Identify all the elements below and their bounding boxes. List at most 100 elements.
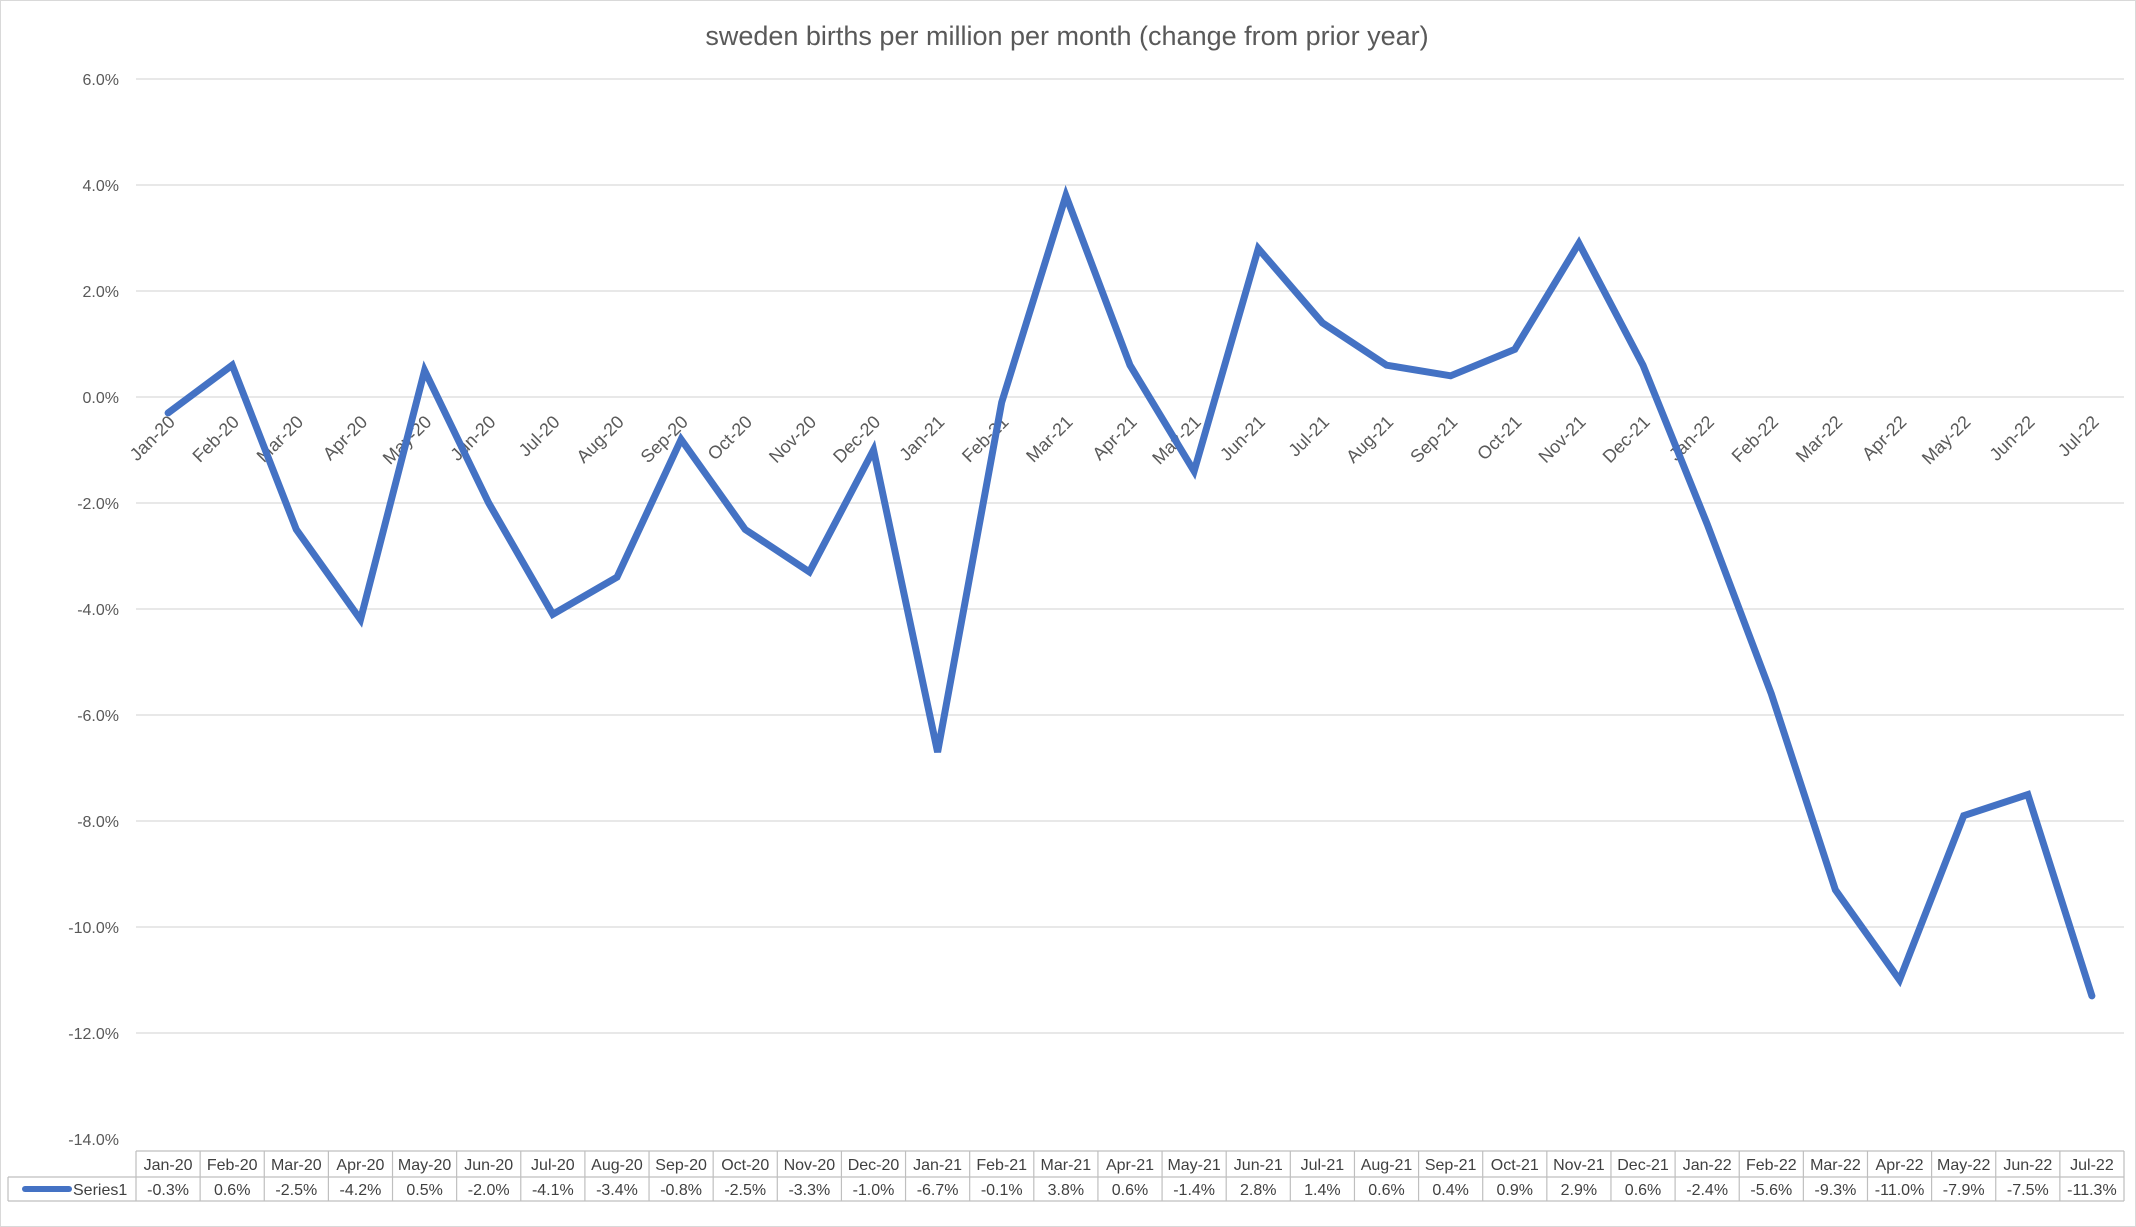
data-label: -5.6% [1750,1182,1792,1199]
x-tick-label: Nov-21 [1535,412,1590,467]
table-header-cell: Sep-21 [1425,1157,1477,1174]
x-tick-label: Nov-20 [765,412,820,467]
data-label: 0.6% [1112,1182,1148,1199]
table-header-cell: Jul-20 [531,1157,575,1174]
x-tick-label: Sep-21 [1406,412,1461,467]
table-header-cell: Jan-21 [913,1157,962,1174]
table-header-cell: May-20 [398,1157,451,1174]
x-tick-label: Jan-21 [895,412,948,465]
x-tick-label: Apr-20 [319,412,371,464]
data-label: -7.9% [1943,1182,1985,1199]
table-header-cell: Apr-20 [336,1157,384,1174]
data-label: 1.4% [1304,1182,1340,1199]
y-tick-label: -10.0% [68,920,119,937]
table-header-cell: Jun-22 [2003,1157,2052,1174]
data-label: -3.3% [788,1182,830,1199]
x-tick-label: Aug-20 [573,412,628,467]
gridlines [136,78,2124,1034]
table-header-cell: Oct-21 [1491,1157,1539,1174]
y-tick-label: -14.0% [68,1132,119,1149]
table-header-cell: Nov-21 [1553,1157,1605,1174]
data-label: 2.8% [1240,1182,1276,1199]
x-tick-label: Mar-21 [1022,412,1076,466]
y-tick-label: -6.0% [77,708,119,725]
data-table: Jan-20 Feb-20 Mar-20 Apr-20 May-20 Jun-20 Jul-… [7,1150,2125,1202]
x-tick-label: Feb-20 [189,412,243,466]
table-header-cell: Jan-20 [144,1157,193,1174]
y-axis-tick-labels: 6.0% 4.0% 2.0% 0.0% -2.0% -4.0% -6.0% -8.0% -10.… [68,72,119,1149]
table-header-cell: Feb-22 [1746,1157,1797,1174]
data-label: -2.4% [1686,1182,1728,1199]
y-tick-label: 4.0% [83,178,119,195]
y-tick-label: -4.0% [77,602,119,619]
legend-series-name: Series1 [73,1182,127,1199]
x-tick-label: Oct-20 [704,412,756,464]
series-line [164,184,2096,1000]
table-header-cell: Apr-21 [1106,1157,1154,1174]
data-label: -1.4% [1173,1182,1215,1199]
data-label: -3.4% [596,1182,638,1199]
data-label: -4.2% [340,1182,382,1199]
x-tick-label: Jan-20 [126,412,179,465]
y-tick-label: -12.0% [68,1026,119,1043]
chart-title: sweden births per million per month (cha… [705,21,1428,51]
x-tick-label: Apr-22 [1858,412,1910,464]
data-label: -2.5% [724,1182,766,1199]
table-header-cell: Oct-20 [721,1157,769,1174]
x-tick-label: Apr-21 [1088,412,1140,464]
data-label: 3.8% [1048,1182,1084,1199]
data-label: -6.7% [917,1182,959,1199]
data-label: -2.0% [468,1182,510,1199]
data-label: -11.0% [1875,1182,1925,1199]
y-tick-label: -2.0% [77,496,119,513]
x-tick-label: Feb-21 [958,412,1012,466]
table-header-cell: Feb-21 [976,1157,1027,1174]
x-tick-label: Oct-21 [1473,412,1525,464]
data-label: 0.6% [1368,1182,1404,1199]
table-header-cell: May-21 [1167,1157,1220,1174]
table-header-cell: Mar-22 [1810,1157,1861,1174]
table-header-cell: Nov-20 [784,1157,836,1174]
table-header-cell: Jun-21 [1234,1157,1283,1174]
table-header-cell: Feb-20 [207,1157,258,1174]
y-tick-label: 2.0% [83,284,119,301]
x-tick-label: Aug-21 [1342,412,1397,467]
table-header-cell: Jul-22 [2070,1157,2114,1174]
data-label: -1.0% [853,1182,895,1199]
table-header-cell: Apr-22 [1876,1157,1924,1174]
data-label: 0.6% [214,1182,250,1199]
x-axis-tick-labels: Jan-20 Feb-20 Mar-20 Apr-20 May-20 Jun-20 Jul-… [126,412,2103,469]
table-header-cell: Jul-21 [1301,1157,1345,1174]
table-header-cell: Sep-20 [655,1157,707,1174]
table-header-cell: Jun-20 [464,1157,513,1174]
data-label: -0.8% [660,1182,702,1199]
data-label: -0.3% [147,1182,189,1199]
data-label: 0.6% [1625,1182,1661,1199]
x-tick-label: Jul-20 [515,412,564,461]
x-tick-label: Jul-22 [2054,412,2103,461]
x-tick-label: Feb-22 [1728,412,1782,466]
table-header-cell: Aug-20 [591,1157,643,1174]
data-label: -9.3% [1815,1182,1857,1199]
data-label: 0.9% [1497,1182,1533,1199]
y-tick-label: -8.0% [77,814,119,831]
table-header-cell: Jan-22 [1683,1157,1732,1174]
table-header-cell: May-22 [1937,1157,1990,1174]
x-tick-label: Jul-21 [1284,412,1333,461]
data-label: -7.5% [2007,1182,2049,1199]
data-label: 2.9% [1561,1182,1597,1199]
data-label: -4.1% [532,1182,574,1199]
x-tick-label: Jun-21 [1216,412,1269,465]
y-tick-label: 6.0% [83,72,119,89]
table-header-cell: Aug-21 [1361,1157,1413,1174]
series-lines [164,184,2096,1000]
y-tick-label: 0.0% [83,390,119,407]
data-label: -0.1% [981,1182,1023,1199]
table-header-cell: Mar-20 [271,1157,322,1174]
x-tick-label: Jun-22 [1986,412,2039,465]
data-label: -2.5% [275,1182,317,1199]
table-header-cell: Mar-21 [1041,1157,1092,1174]
table-header-cell: Dec-21 [1617,1157,1669,1174]
